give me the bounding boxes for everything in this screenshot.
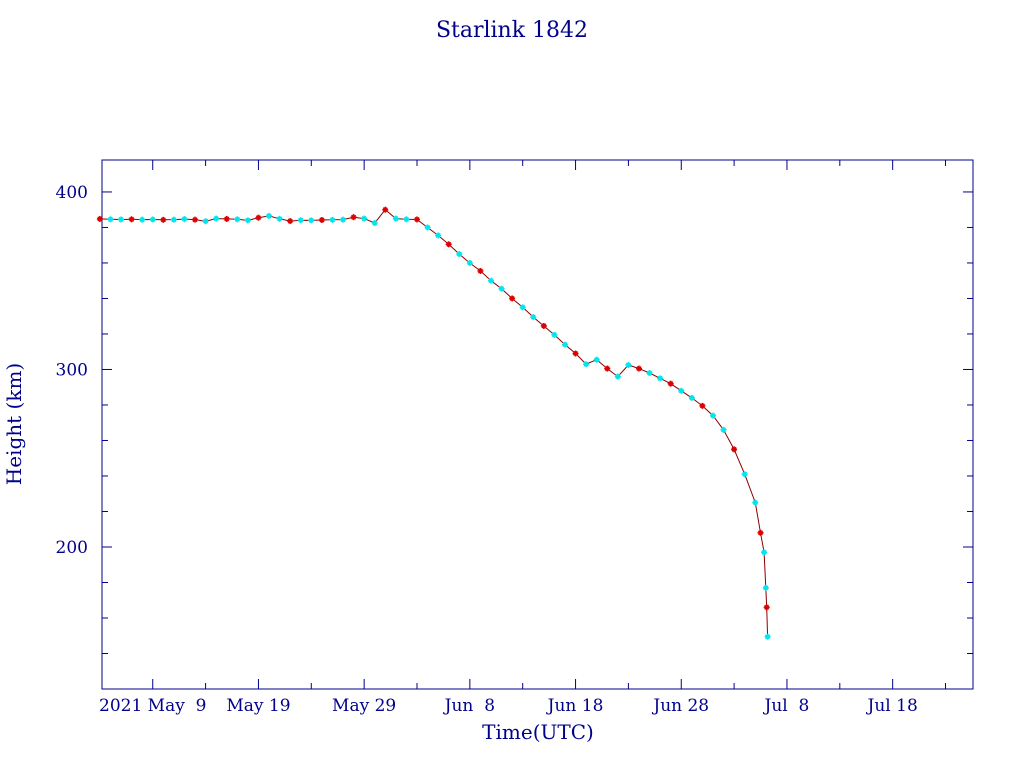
x-tick-label: Jul 8	[763, 696, 810, 716]
data-point	[202, 218, 209, 225]
y-tick-label: 400	[56, 183, 88, 203]
data-point	[361, 215, 368, 222]
data-point	[761, 549, 768, 556]
data-point	[382, 206, 389, 213]
data-point	[763, 604, 770, 611]
data-point	[244, 217, 251, 224]
chart-title: Starlink 1842	[436, 18, 588, 43]
y-axis: 200 300 400	[56, 183, 973, 654]
data-point	[170, 216, 177, 223]
data-point	[530, 314, 537, 321]
data-point	[583, 361, 590, 368]
x-axis-label: Time(UTC)	[482, 720, 594, 744]
data-point	[561, 341, 568, 348]
data-point	[234, 216, 241, 223]
data-point	[435, 232, 442, 239]
data-point	[519, 304, 526, 311]
data-point	[540, 322, 547, 329]
data-point	[424, 224, 431, 231]
data-point	[107, 216, 114, 223]
x-tick-label: Jun 28	[651, 696, 709, 716]
data-point	[276, 215, 283, 222]
data-point	[181, 216, 188, 223]
data-point	[118, 216, 125, 223]
data-point	[223, 215, 230, 222]
data-point	[614, 373, 621, 380]
data-point	[308, 217, 315, 224]
data-point	[350, 214, 357, 221]
series-line	[99, 208, 769, 637]
data-point	[741, 471, 748, 478]
data-point	[635, 365, 642, 372]
x-tick-label: Jun 18	[546, 696, 604, 716]
data-point	[762, 584, 769, 591]
data-point	[139, 216, 146, 223]
data-point	[466, 259, 473, 266]
data-point	[709, 412, 716, 419]
data-point	[403, 216, 410, 223]
data-point	[287, 218, 294, 225]
data-point	[456, 251, 463, 258]
data-point	[699, 402, 706, 409]
data-point	[487, 277, 494, 284]
data-point	[688, 394, 695, 401]
x-tick-label: Jun 8	[443, 696, 495, 716]
data-point	[593, 356, 600, 363]
data-point	[757, 529, 764, 536]
data-point	[149, 216, 156, 223]
data-markers	[96, 206, 771, 640]
data-point	[128, 216, 135, 223]
data-point	[329, 216, 336, 223]
data-point	[96, 215, 103, 222]
data-point	[445, 241, 452, 248]
data-point	[572, 350, 579, 357]
data-point	[678, 387, 685, 394]
data-point	[764, 633, 771, 640]
x-tick-label: Jul 18	[866, 696, 918, 716]
data-point	[340, 216, 347, 223]
y-tick-label: 300	[56, 360, 88, 380]
data-point	[392, 215, 399, 222]
data-point	[731, 446, 738, 453]
data-point	[625, 362, 632, 369]
data-point	[192, 216, 199, 223]
x-tick-label: 2021 May 9	[99, 696, 206, 716]
data-point	[297, 217, 304, 224]
plot-frame	[101, 159, 974, 690]
data-point	[266, 212, 273, 219]
x-tick-label: May 29	[332, 696, 396, 716]
data-point	[413, 216, 420, 223]
data-point	[604, 365, 611, 372]
data-point	[318, 217, 325, 224]
data-point	[720, 426, 727, 433]
data-point	[213, 215, 220, 222]
y-axis-label: Height (km)	[2, 363, 26, 485]
data-point	[371, 220, 378, 227]
data-point	[646, 370, 653, 377]
data-point	[551, 331, 558, 338]
data-point	[160, 216, 167, 223]
data-point	[477, 267, 484, 274]
y-tick-label: 200	[56, 538, 88, 558]
data-point	[498, 285, 505, 292]
x-tick-label: May 19	[226, 696, 290, 716]
data-point	[657, 375, 664, 382]
data-point	[752, 499, 759, 506]
x-axis: 2021 May 9 May 19 May 29 Jun 8 Jun 18 Jun 28 J…	[99, 160, 947, 716]
data-point	[667, 380, 674, 387]
data-point	[509, 295, 516, 302]
data-point	[255, 214, 262, 221]
